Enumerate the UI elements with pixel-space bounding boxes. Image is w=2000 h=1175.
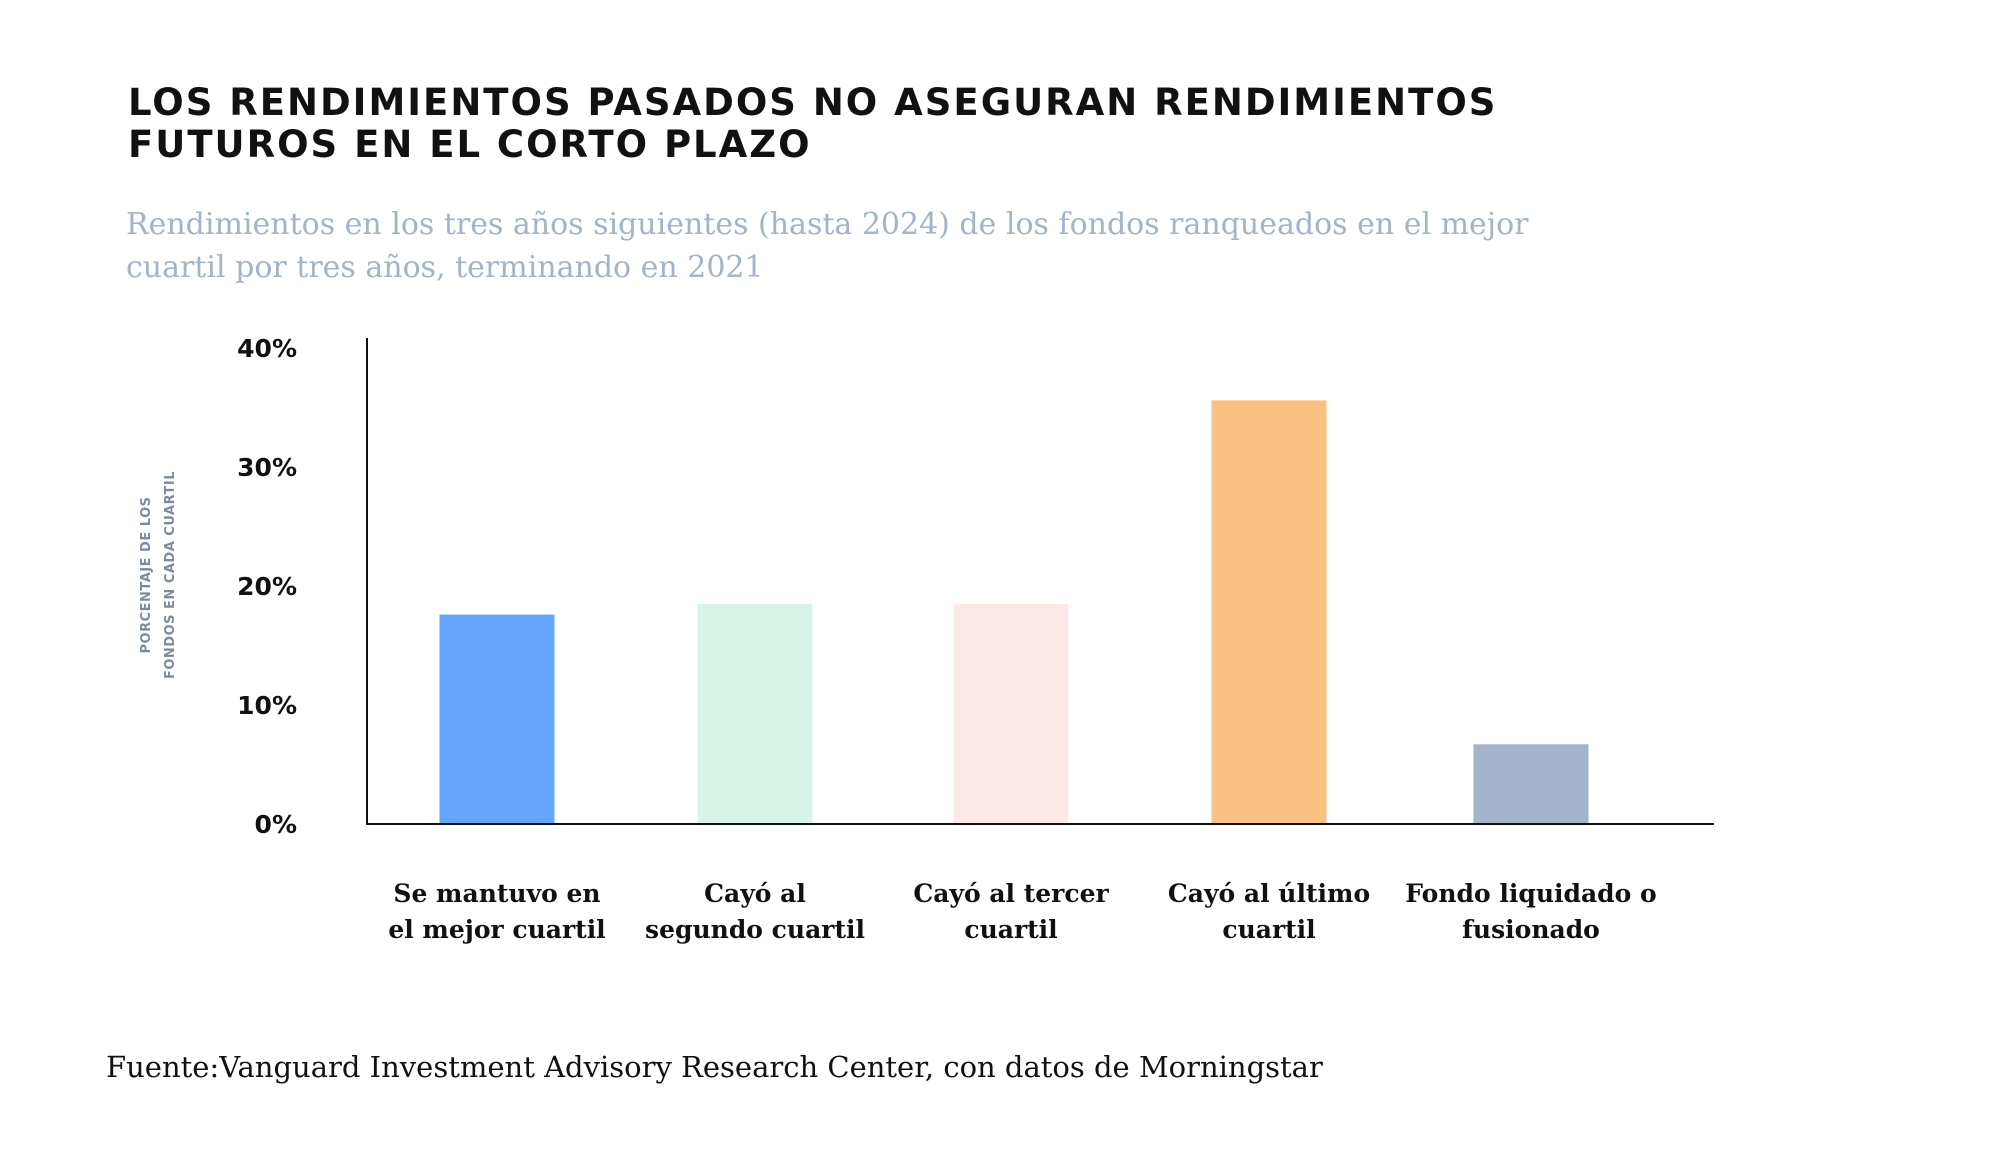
bars	[439, 400, 1589, 824]
chart-subtitle: Rendimientos en los tres años siguientes…	[126, 207, 1529, 285]
x-tick-label: Fondo liquidado o	[1405, 879, 1656, 908]
y-tick-label: 30%	[237, 453, 297, 482]
bar	[697, 603, 813, 824]
x-tick-label: fusionado	[1462, 915, 1600, 944]
y-tick-label: 20%	[237, 572, 297, 601]
x-tick-label: cuartil	[964, 915, 1057, 944]
bar	[1473, 744, 1589, 824]
source-note: Fuente:Vanguard Investment Advisory Rese…	[106, 1050, 1323, 1084]
x-tick-labels: Se mantuvo en el mejor cuartil Cayó al segu…	[388, 879, 1656, 944]
x-tick-label: el mejor cuartil	[388, 915, 605, 944]
x-tick-label: cuartil	[1222, 915, 1315, 944]
y-axis-label: PORCENTAJE DE LOS FONDOS EN CADA CUARTIL	[139, 471, 178, 679]
x-tick-label: Cayó al último	[1168, 879, 1370, 908]
x-tick-label: Cayó al tercer	[913, 879, 1109, 908]
y-tick-labels: 0% 10% 20% 30% 40%	[237, 334, 297, 839]
chart-title: LOS RENDIMIENTOS PASADOS NO ASEGURAN REN…	[128, 81, 1498, 166]
bar	[439, 614, 555, 824]
y-tick-label: 10%	[237, 691, 297, 720]
y-tick-label: 0%	[255, 810, 297, 839]
y-axis-label-line: FONDOS EN CADA CUARTIL	[163, 471, 178, 679]
x-tick-label: Cayó al	[704, 879, 806, 908]
y-tick-label: 40%	[237, 334, 297, 363]
x-tick-label: Se mantuvo en	[393, 879, 600, 908]
bar	[1211, 400, 1327, 824]
bar	[953, 603, 1069, 824]
x-tick-label: segundo cuartil	[645, 915, 865, 944]
y-axis-label-line: PORCENTAJE DE LOS	[139, 497, 154, 654]
